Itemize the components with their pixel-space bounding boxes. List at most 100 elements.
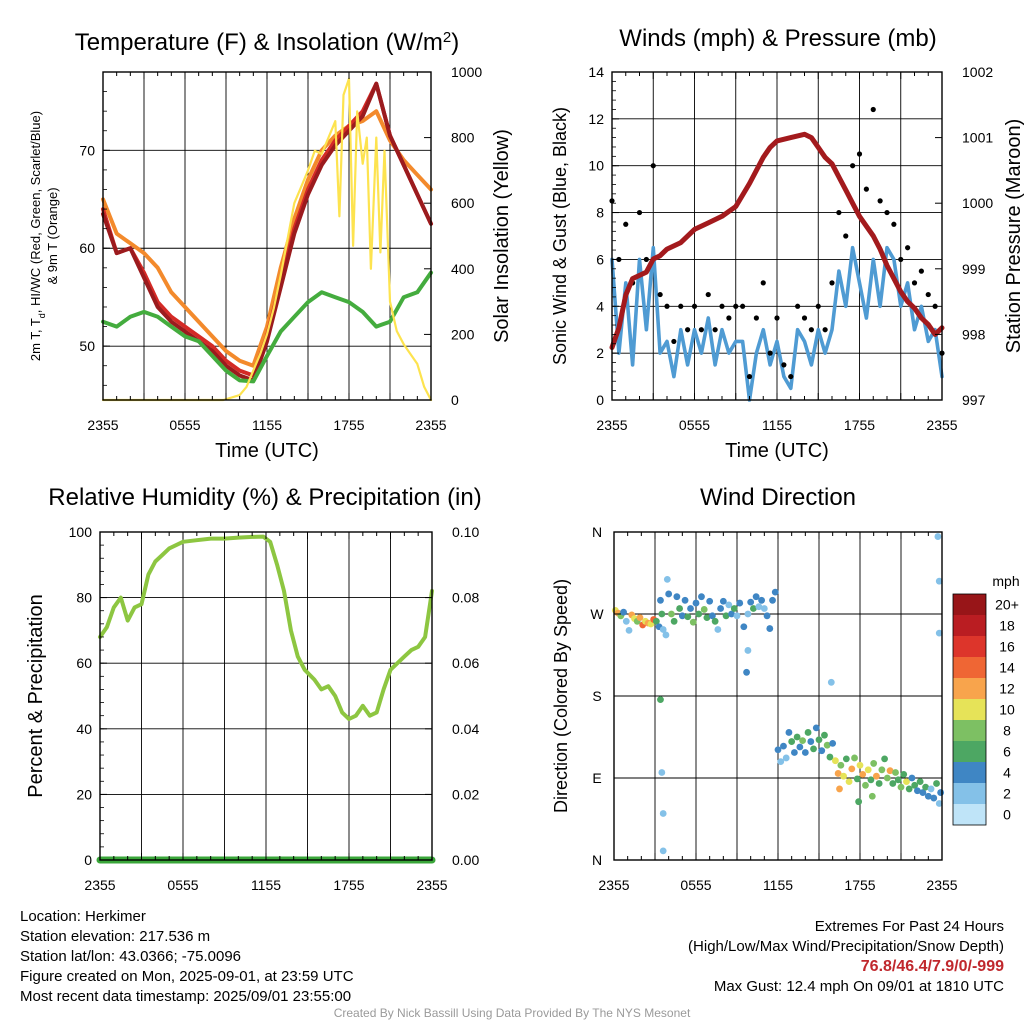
- direction-point: [673, 593, 681, 601]
- direction-point: [807, 738, 815, 745]
- direction-point: [758, 596, 765, 604]
- direction-point: [886, 767, 894, 775]
- direction-point: [900, 770, 908, 778]
- direction-point: [620, 608, 627, 616]
- direction-point: [730, 605, 738, 612]
- temperature-y2label: Solar Insolation (Yellow): [491, 129, 513, 343]
- gust-point: [801, 315, 808, 321]
- direction-point: [652, 617, 660, 625]
- extremes-title: Extremes For Past 24 Hours: [814, 918, 1004, 935]
- direction-point: [755, 603, 763, 611]
- legend-label: 8: [1003, 723, 1011, 739]
- legend-swatch: [953, 678, 986, 699]
- extremes-values: 76.8/46.4/7.9/0/-999: [860, 958, 1004, 975]
- y-tick-label: 70: [79, 142, 95, 158]
- gust-point: [795, 303, 801, 309]
- x-tick-label: 0555: [169, 417, 200, 433]
- legend-label: 0: [1003, 807, 1011, 823]
- direction-point: [855, 798, 863, 806]
- y-tick-label: N: [592, 524, 602, 540]
- legend-label: 10: [999, 702, 1015, 718]
- gust-point: [884, 209, 890, 216]
- winds-ylabel: Sonic Wind & Gust (Blue, Black): [550, 107, 570, 365]
- gust-point: [815, 303, 821, 309]
- direction-point: [752, 593, 760, 601]
- y-tick-label: 60: [76, 655, 92, 671]
- y2-tick-label: 998: [962, 326, 986, 342]
- extremes-legend: (High/Low/Max Wind/Precipitation/Snow De…: [688, 938, 1004, 955]
- direction-point: [719, 597, 727, 605]
- y-tick-label: 4: [596, 298, 604, 314]
- direction-point: [725, 601, 733, 609]
- latlon-text: Station lat/lon: 43.0366; -75.0096: [20, 948, 242, 965]
- gust-point: [850, 163, 856, 169]
- direction-point: [892, 769, 899, 776]
- direction-point: [935, 629, 943, 637]
- direction-point: [743, 668, 750, 676]
- gust-point: [657, 291, 663, 298]
- direction-point: [859, 770, 867, 778]
- wind-line: [610, 245, 944, 402]
- y2-tick-label: 400: [451, 261, 475, 277]
- direction-point: [791, 749, 798, 756]
- gust-point: [733, 303, 739, 309]
- x-tick-label: 0555: [167, 877, 198, 893]
- direction-point: [665, 590, 673, 598]
- direction-point: [821, 731, 828, 739]
- gust-point: [891, 221, 897, 227]
- gust-point: [781, 362, 787, 368]
- x-tick-label: 1755: [844, 417, 875, 433]
- legend-label: 6: [1003, 744, 1011, 760]
- direction-point: [663, 575, 671, 583]
- direction-point: [832, 757, 839, 765]
- direction-point: [842, 755, 850, 763]
- direction-point: [662, 631, 670, 639]
- direction-point: [914, 787, 921, 795]
- legend-swatch: [953, 699, 986, 720]
- direction-point: [883, 774, 891, 782]
- gust-point: [863, 186, 869, 192]
- gust-point: [623, 221, 629, 227]
- pressure-line: [609, 131, 945, 350]
- y2-tick-label: 200: [451, 326, 475, 342]
- gust-point: [740, 303, 746, 309]
- direction-point: [875, 780, 883, 787]
- direction-point: [681, 596, 689, 604]
- temperature-ylabel: 2m T, Td, HI/WC (Red, Green, Scarlet/Blu…: [28, 111, 47, 361]
- direction-point: [864, 766, 872, 774]
- gust-point: [719, 303, 725, 309]
- gust-point: [932, 303, 938, 309]
- direction-point: [709, 612, 716, 620]
- direction-point: [668, 610, 675, 618]
- wind-direction-title: Wind Direction: [700, 484, 856, 511]
- legend-label: 18: [999, 618, 1015, 634]
- y-tick-label: 60: [79, 240, 95, 256]
- direction-point: [625, 627, 633, 634]
- direction-point: [801, 749, 809, 756]
- direction-point: [862, 781, 869, 789]
- x-tick-label: 0555: [679, 417, 710, 433]
- direction-point: [919, 789, 927, 796]
- gust-point: [808, 327, 814, 333]
- direction-point: [927, 785, 935, 793]
- direction-point: [678, 612, 686, 620]
- direction-point: [853, 775, 861, 783]
- y-tick-label: N: [592, 852, 602, 868]
- gust-point: [712, 327, 718, 333]
- legend-swatch: [953, 720, 986, 741]
- direction-point: [905, 785, 913, 793]
- x-tick-label: 1755: [333, 417, 364, 433]
- dewpoint-line: [101, 270, 433, 384]
- gust-point: [643, 256, 649, 263]
- direction-point: [622, 617, 630, 625]
- y2-tick-label: 0.04: [452, 721, 479, 737]
- y2-tick-label: 0.06: [452, 655, 479, 671]
- direction-point: [930, 794, 938, 802]
- gust-point: [678, 303, 684, 309]
- y-tick-label: 10: [588, 158, 604, 174]
- x-tick-label: 2355: [926, 417, 957, 433]
- direction-point: [714, 626, 722, 633]
- direction-point: [703, 614, 711, 622]
- direction-point: [881, 755, 888, 763]
